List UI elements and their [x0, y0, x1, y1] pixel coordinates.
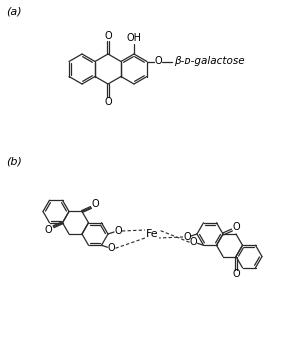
Text: O: O — [154, 57, 162, 67]
Text: O: O — [183, 232, 191, 242]
Text: O: O — [190, 237, 197, 247]
Text: Fe: Fe — [146, 229, 158, 239]
Text: O: O — [232, 222, 240, 232]
Text: O: O — [91, 200, 99, 209]
Text: O: O — [232, 269, 240, 278]
Text: OH: OH — [126, 33, 141, 43]
Text: (b): (b) — [6, 157, 22, 167]
Text: O: O — [108, 243, 115, 253]
Text: O: O — [114, 226, 122, 236]
Text: O: O — [45, 225, 52, 235]
Text: O: O — [104, 97, 112, 107]
Text: O: O — [104, 31, 112, 41]
Text: (a): (a) — [6, 6, 22, 16]
Text: β-ᴅ-galactose: β-ᴅ-galactose — [174, 57, 245, 67]
